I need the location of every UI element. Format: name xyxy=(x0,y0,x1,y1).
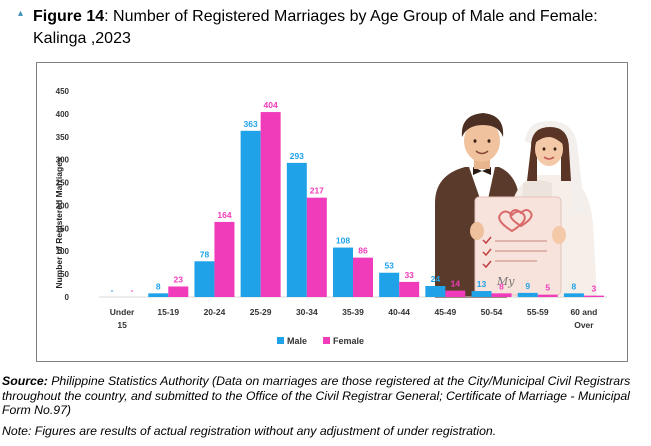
data-label-female: 86 xyxy=(358,246,368,256)
bride-fringe xyxy=(535,131,564,145)
signature-text: My xyxy=(496,275,515,288)
bar-male xyxy=(563,293,584,297)
figure-title-text: : Number of Registered Marriages by Age … xyxy=(33,8,598,47)
y-tick-label: 450 xyxy=(56,87,70,96)
bride-hand xyxy=(552,226,566,244)
bar-female xyxy=(583,295,604,297)
data-label-male: 78 xyxy=(200,249,210,259)
groom-hand xyxy=(470,222,484,240)
y-tick-label: 100 xyxy=(56,247,70,256)
bar-male xyxy=(148,293,169,297)
y-tick-label: 250 xyxy=(56,179,70,188)
data-label-male: 13 xyxy=(477,279,487,289)
data-label-female: 3 xyxy=(592,284,597,294)
data-label-female: 14 xyxy=(451,279,461,289)
bride-face xyxy=(535,132,563,166)
bar-male xyxy=(240,130,261,297)
data-label-female: - xyxy=(131,285,134,295)
groom-eye xyxy=(473,139,477,143)
bar-chart: My 0 50 100 150 200 250 300 350 400 450 Under 15 15-… xyxy=(54,87,607,346)
groom-hair xyxy=(461,113,504,137)
y-tick-label: 400 xyxy=(56,110,70,119)
data-label-male: 8 xyxy=(572,281,577,291)
x-tick-label: 60 and Over xyxy=(570,307,597,330)
bar-female xyxy=(306,197,327,297)
check-icon xyxy=(482,236,492,269)
x-tick-label: 50-54 xyxy=(481,307,503,317)
data-label-male: 24 xyxy=(431,274,441,284)
x-tick-label: 20-24 xyxy=(204,307,226,317)
bar-male xyxy=(517,292,538,297)
y-axis-title: Number of Registered Marriages xyxy=(54,157,64,289)
y-tick-label: 350 xyxy=(56,133,70,142)
x-tick-label: 15-19 xyxy=(157,307,179,317)
bar-female xyxy=(491,293,512,297)
data-label-male: 8 xyxy=(156,281,161,291)
bride-eye xyxy=(553,147,557,151)
groom-face xyxy=(464,120,500,162)
x-tick-label: 30-34 xyxy=(296,307,318,317)
x-tick-label: 45-49 xyxy=(434,307,456,317)
bar-male xyxy=(286,162,307,297)
bar-female xyxy=(168,286,189,297)
y-tick-label: 0 xyxy=(65,293,70,302)
heart-icon xyxy=(509,209,533,228)
x-tick-label: 40-44 xyxy=(388,307,410,317)
chart-frame: My 0 50 100 150 200 250 300 350 400 450 Under 15 15-… xyxy=(36,62,628,362)
legend-label-female: Female xyxy=(333,336,364,346)
groom-eye xyxy=(487,139,491,143)
bar-male xyxy=(379,272,400,297)
x-tick-label: 35-39 xyxy=(342,307,364,317)
y-tick-label: 50 xyxy=(60,270,69,279)
data-label-female: 217 xyxy=(310,186,324,196)
data-label-female: 23 xyxy=(174,274,184,284)
data-label-male: 9 xyxy=(525,281,530,291)
x-tick-label: 25-29 xyxy=(250,307,272,317)
data-label-female: 5 xyxy=(545,283,550,293)
couple-illustration: My xyxy=(435,113,597,298)
bar-female xyxy=(537,294,558,297)
y-tick-label: 150 xyxy=(56,224,70,233)
data-label-female: 404 xyxy=(264,100,278,110)
groom-shirt xyxy=(469,167,495,213)
x-tick-label: Under 15 xyxy=(110,307,135,330)
data-label-male: 108 xyxy=(336,236,350,246)
bar-male xyxy=(194,261,215,297)
source-note: Source: Philippine Statistics Authority … xyxy=(2,374,648,418)
bar-female xyxy=(353,257,373,297)
data-label-male: 53 xyxy=(384,261,394,271)
bride-smile xyxy=(543,156,555,160)
bar-male xyxy=(425,286,446,297)
bar-female xyxy=(214,221,235,297)
data-label-female: 33 xyxy=(404,270,414,280)
legend-swatch-female xyxy=(323,337,330,344)
bar-male xyxy=(333,247,353,297)
data-label-female: 164 xyxy=(217,210,231,220)
figure-label: Figure 14 xyxy=(33,8,105,25)
bride-eye xyxy=(542,147,546,151)
y-tick-label: 200 xyxy=(56,201,70,210)
data-label-male: 363 xyxy=(244,119,258,129)
legend-label-male: Male xyxy=(287,336,307,346)
data-label-male: - xyxy=(111,285,114,295)
groom-smile xyxy=(475,150,489,155)
registration-note: Note: Figures are results of actual regi… xyxy=(2,424,497,438)
data-label-male: 293 xyxy=(290,151,304,161)
x-tick-label: 55-59 xyxy=(527,307,549,317)
bullet-mark: ▴ xyxy=(18,8,24,19)
y-tick-label: 300 xyxy=(56,156,70,165)
legend-swatch-male xyxy=(277,337,284,344)
source-label: Source: xyxy=(2,374,48,388)
data-label-female: 8 xyxy=(499,281,504,291)
bar-male xyxy=(471,291,492,297)
bar-female xyxy=(445,290,466,297)
bar-female xyxy=(399,281,420,297)
source-text: Philippine Statistics Authority (Data on… xyxy=(2,374,631,417)
bar-female xyxy=(260,112,281,298)
figure-title: Figure 14: Number of Registered Marriage… xyxy=(33,6,623,50)
